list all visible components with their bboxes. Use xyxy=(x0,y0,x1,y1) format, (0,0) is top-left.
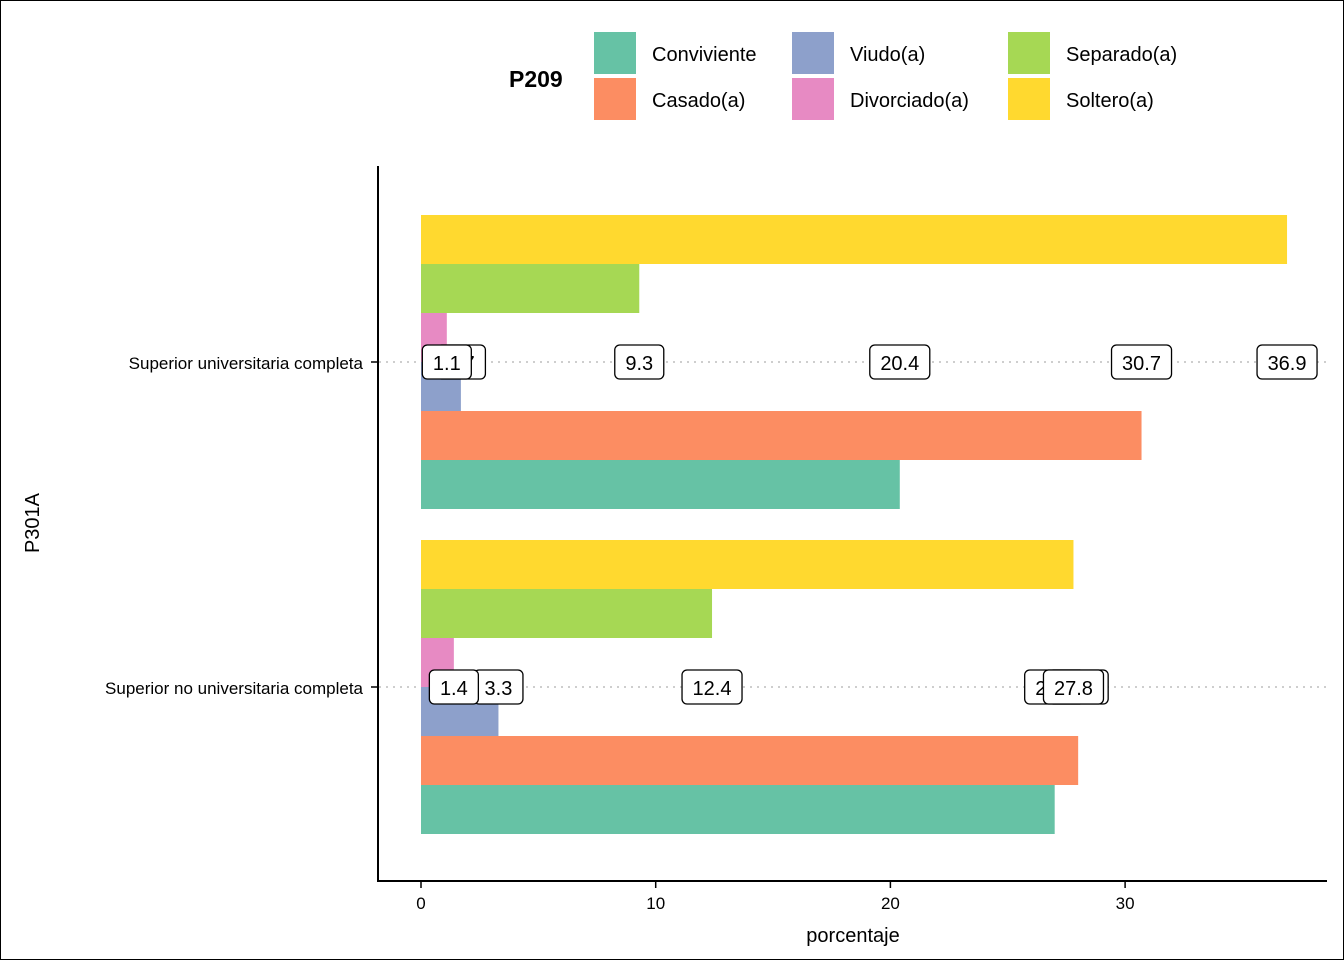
bar-conviviente-1 xyxy=(421,785,1055,834)
legend-label: Conviviente xyxy=(652,44,757,66)
y-ticks: Superior universitaria completa Superior … xyxy=(105,354,378,698)
legend-item-casadoa: Casado(a) xyxy=(594,78,745,120)
bars xyxy=(421,215,1288,834)
svg-text:36.9: 36.9 xyxy=(1268,353,1307,375)
gridlines xyxy=(379,361,1327,688)
data-label: 36.9 xyxy=(1256,344,1318,380)
bar-casadoa-0 xyxy=(421,411,1142,460)
legend-item-viudoa: Viudo(a) xyxy=(792,32,925,74)
x-tick-label: 20 xyxy=(881,894,900,913)
data-label: 9.3 xyxy=(614,344,665,380)
svg-text:27.8: 27.8 xyxy=(1054,678,1093,700)
legend-title: P209 xyxy=(509,66,563,92)
axes xyxy=(377,166,1327,882)
data-label: 20.4 xyxy=(869,344,931,380)
y-axis-title: P301A xyxy=(22,492,44,553)
data-label: 30.7 xyxy=(1110,344,1173,380)
data-label: 1.4 xyxy=(428,669,480,705)
legend-label: Viudo(a) xyxy=(850,44,925,66)
x-ticks: 0 10 20 30 xyxy=(416,881,1135,913)
y-tick-label: Superior no universitaria completa xyxy=(105,679,364,698)
svg-text:3.3: 3.3 xyxy=(485,678,513,700)
svg-text:30.7: 30.7 xyxy=(1122,353,1161,375)
legend-item-separadoa: Separado(a) xyxy=(1008,32,1177,74)
legend-swatch xyxy=(594,78,636,120)
data-label: 12.4 xyxy=(681,669,743,705)
svg-text:9.3: 9.3 xyxy=(625,353,653,375)
legend-swatch xyxy=(792,32,834,74)
data-label: 3.3 xyxy=(473,669,524,705)
svg-text:20.4: 20.4 xyxy=(880,353,919,375)
data-label: 27.8 xyxy=(1042,669,1105,705)
svg-text:1.1: 1.1 xyxy=(433,353,461,375)
x-axis-title: porcentaje xyxy=(806,925,899,947)
y-tick-label: Superior universitaria completa xyxy=(129,354,364,373)
svg-text:1.4: 1.4 xyxy=(440,678,468,700)
legend-swatch xyxy=(792,78,834,120)
bar-solteroa-0 xyxy=(421,215,1288,264)
legend-label: Soltero(a) xyxy=(1066,90,1154,112)
x-tick-label: 10 xyxy=(646,894,665,913)
legend: P209 Conviviente Casado(a) Viudo(a) Divorci… xyxy=(509,32,1177,120)
bar-separadoa-1 xyxy=(421,589,713,638)
legend-item-divorciadoa: Divorciado(a) xyxy=(792,78,969,120)
svg-text:12.4: 12.4 xyxy=(693,678,732,700)
data-labels: 20.430.71.71.19.336.927.028.03.31.412.42… xyxy=(421,344,1318,705)
bar-casadoa-1 xyxy=(421,736,1079,785)
legend-label: Casado(a) xyxy=(652,90,745,112)
legend-swatch xyxy=(1008,32,1050,74)
bar-separadoa-0 xyxy=(421,264,640,313)
data-label: 1.1 xyxy=(421,344,472,380)
x-tick-label: 30 xyxy=(1116,894,1135,913)
legend-swatch xyxy=(1008,78,1050,120)
legend-label: Separado(a) xyxy=(1066,44,1177,66)
bar-conviviente-0 xyxy=(421,460,900,509)
legend-swatch xyxy=(594,32,636,74)
legend-label: Divorciado(a) xyxy=(850,90,969,112)
bar-solteroa-1 xyxy=(421,540,1074,589)
legend-item-conviviente: Conviviente xyxy=(594,32,757,74)
x-tick-label: 0 xyxy=(416,894,425,913)
legend-item-solteroa: Soltero(a) xyxy=(1008,78,1154,120)
